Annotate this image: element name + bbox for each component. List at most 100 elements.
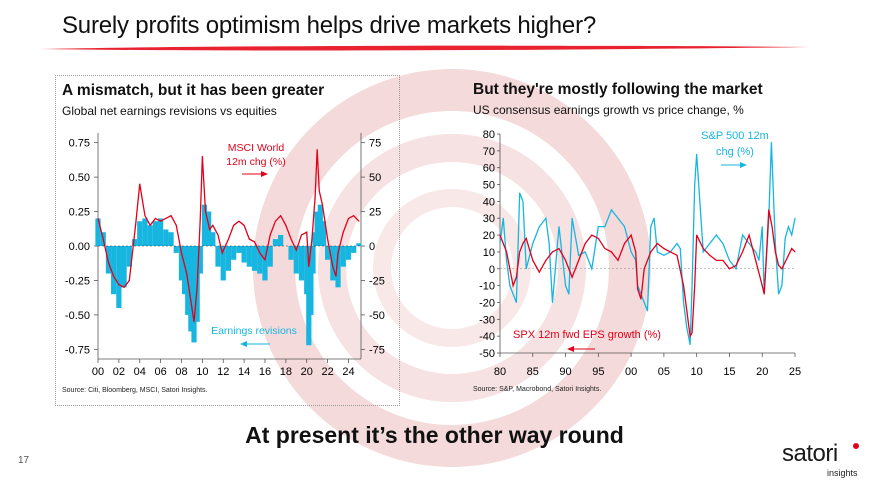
logo-subtext: insights xyxy=(827,468,858,478)
x-tick-label: 95 xyxy=(592,366,604,378)
sp500-point xyxy=(647,310,648,312)
sp500-point xyxy=(686,327,688,329)
eps-point xyxy=(558,248,560,250)
x-tick-label: 12 xyxy=(217,366,229,378)
revision-bar xyxy=(147,225,153,246)
revision-bar xyxy=(356,243,362,246)
x-tick-label: 14 xyxy=(238,366,250,378)
revision-bar xyxy=(246,246,252,267)
y-tick-label: 50 xyxy=(483,180,495,192)
revision-bar xyxy=(345,246,352,260)
eps-point xyxy=(650,251,652,253)
right-chart-source: Source: S&P, Macrobond, Satori Insights. xyxy=(473,386,602,393)
revision-bar xyxy=(95,218,101,246)
revision-bar xyxy=(142,218,148,246)
eps-point xyxy=(640,298,642,300)
eps-point xyxy=(709,254,711,256)
msci-point xyxy=(107,262,109,264)
sp500-point xyxy=(696,153,698,155)
eps-point xyxy=(635,251,637,253)
revision-bar xyxy=(225,246,232,271)
x-tick-label: 24 xyxy=(342,366,354,378)
y2-tick-label: 0 xyxy=(369,241,375,253)
revision-bar xyxy=(288,246,294,260)
msci-point xyxy=(209,228,211,230)
eps-point xyxy=(597,237,599,239)
revision-bar xyxy=(241,246,247,263)
eps-point xyxy=(774,251,776,253)
sp500-point xyxy=(515,301,517,303)
x-tick-label: 16 xyxy=(259,366,271,378)
eps-point xyxy=(637,288,639,290)
left-chart-panel: A mismatch, but it has been greater Glob… xyxy=(55,75,400,406)
sp500-point xyxy=(525,268,527,270)
msci-point xyxy=(160,220,162,222)
sp500-arrow-head xyxy=(740,162,747,168)
sp500-point xyxy=(630,251,632,253)
sp500-point xyxy=(610,209,612,211)
x-tick-label: 25 xyxy=(789,366,801,378)
eps-point xyxy=(696,234,698,236)
page-number: 17 xyxy=(18,455,30,466)
eps-point xyxy=(771,226,773,228)
revision-bar xyxy=(278,234,284,246)
msci-point xyxy=(301,234,303,236)
eps-point xyxy=(735,264,737,266)
msci-point xyxy=(196,286,198,288)
eps-point xyxy=(551,251,553,253)
msci-point xyxy=(347,217,349,219)
eps-point xyxy=(643,268,645,270)
logo-dot xyxy=(853,443,859,449)
msci-point xyxy=(259,252,261,254)
title-underline xyxy=(40,45,810,51)
sp500-point xyxy=(770,141,772,143)
sp500-point xyxy=(774,243,776,244)
sp500-point xyxy=(506,259,508,261)
sp500-point xyxy=(735,268,737,270)
revision-bar xyxy=(131,239,138,246)
eps-point xyxy=(742,251,744,253)
msci-point xyxy=(332,266,334,268)
msci-point xyxy=(154,217,156,219)
x-tick-label: 06 xyxy=(154,366,166,378)
msci-point xyxy=(123,286,125,288)
sp500-point xyxy=(722,243,724,244)
sp500-point xyxy=(689,344,691,346)
sp500-point xyxy=(794,217,796,219)
eps-point xyxy=(617,259,619,261)
eps-point xyxy=(694,285,696,287)
y-tick-label: -0.75 xyxy=(65,344,90,356)
y2-tick-label: -75 xyxy=(369,344,385,356)
eps-point xyxy=(778,264,780,266)
msci-point xyxy=(170,215,172,217)
y-tick-label: -50 xyxy=(479,348,495,360)
x-tick-label: 10 xyxy=(196,366,208,378)
sp500-point xyxy=(509,285,511,287)
msci-point xyxy=(316,149,318,151)
msci-point xyxy=(180,252,182,254)
msci-point xyxy=(337,252,339,254)
eps-point xyxy=(686,310,688,312)
msci-point xyxy=(97,217,99,219)
sp500-point xyxy=(728,259,730,261)
sp500-point xyxy=(545,217,547,219)
x-tick-label: 00 xyxy=(625,366,637,378)
revision-bar xyxy=(351,246,357,253)
sp500-point xyxy=(656,251,658,253)
left-chart: 0.75 0.50 0.25 0.00 -0.25 -0.50 -0.75 75 50 25 0 -2… xyxy=(65,133,385,378)
sp500-point xyxy=(709,243,711,244)
revision-bar xyxy=(262,246,268,281)
eps-point xyxy=(584,243,586,244)
msci-point xyxy=(131,252,133,254)
y-tick-label: 10 xyxy=(483,247,495,259)
sp500-point xyxy=(653,217,655,219)
sp500-point xyxy=(787,226,789,228)
msci-point xyxy=(238,220,240,222)
eps-point xyxy=(604,248,606,250)
revision-bar xyxy=(257,246,263,274)
eps-point xyxy=(728,268,730,270)
msci-point xyxy=(290,238,292,240)
eps-point xyxy=(683,285,685,287)
msci-point xyxy=(243,224,245,226)
